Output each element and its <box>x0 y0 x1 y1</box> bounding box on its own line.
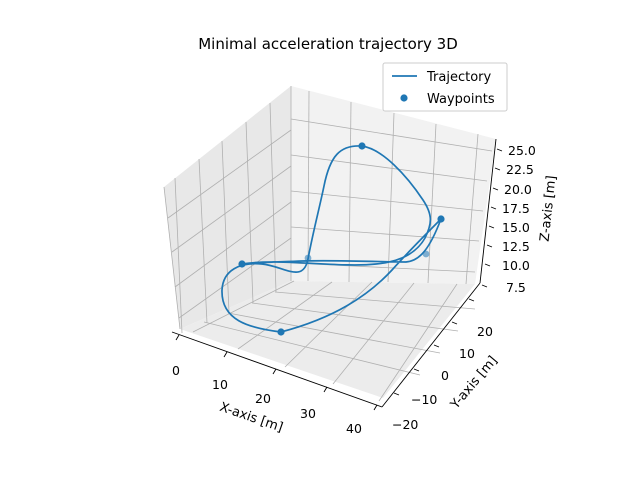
legend-label-trajectory: Trajectory <box>426 70 491 85</box>
x-axis-label: X-axis [m] <box>218 400 285 436</box>
z-tick-label: 12.5 <box>502 239 530 254</box>
x-tick-label: 10 <box>212 377 228 392</box>
z-axis-line <box>479 138 497 284</box>
x-tick-label: 0 <box>172 363 180 378</box>
trajectory-line <box>221 145 442 333</box>
x-tick-label: 40 <box>346 421 362 436</box>
x-tick-labels: 0 10 20 30 40 <box>172 363 362 436</box>
waypoint-marker <box>277 328 285 336</box>
legend-label-waypoints: Waypoints <box>427 92 495 107</box>
x-tick-label: 30 <box>300 406 316 421</box>
grid-lines <box>163 86 493 402</box>
y-tick-label: 10 <box>459 346 475 361</box>
tick-marks <box>175 148 503 411</box>
y-axis-line <box>381 282 481 408</box>
z-tick-label: 20.0 <box>504 182 532 197</box>
legend: Trajectory Waypoints <box>382 62 508 112</box>
z-tick-label: 22.5 <box>506 162 534 177</box>
waypoint-marker <box>437 215 445 223</box>
z-tick-label: 10.0 <box>502 258 530 273</box>
z-tick-label: 15.0 <box>502 220 530 235</box>
waypoint-marker <box>358 142 366 150</box>
z-tick-label: 17.5 <box>502 201 530 216</box>
y-tick-label: −20 <box>392 417 418 432</box>
z-tick-label: 7.5 <box>506 280 526 295</box>
waypoint-marker <box>304 254 312 262</box>
y-tick-labels: −20 −10 0 10 20 <box>392 324 493 432</box>
x-tick-label: 20 <box>255 391 271 406</box>
pane-floor <box>180 281 475 398</box>
pane-back <box>291 86 496 284</box>
legend-marker-swatch <box>400 94 408 102</box>
y-axis-label: Y-axis [m] <box>447 353 500 412</box>
y-tick-label: −10 <box>411 392 437 407</box>
waypoints <box>238 142 445 336</box>
waypoint-marker <box>422 250 430 258</box>
legend-box <box>382 62 508 112</box>
waypoint-marker <box>238 260 246 268</box>
y-tick-label: 0 <box>441 368 449 383</box>
z-tick-label: 25.0 <box>508 143 536 158</box>
pane-left <box>164 86 291 329</box>
y-tick-label: 20 <box>477 324 493 339</box>
z-axis-label: Z-axis [m] <box>538 175 560 243</box>
chart-title: Minimal acceleration trajectory 3D <box>198 35 458 53</box>
x-axis-line <box>171 331 383 408</box>
z-tick-labels: 7.5 10.0 12.5 15.0 17.5 20.0 22.5 25.0 <box>502 143 536 295</box>
